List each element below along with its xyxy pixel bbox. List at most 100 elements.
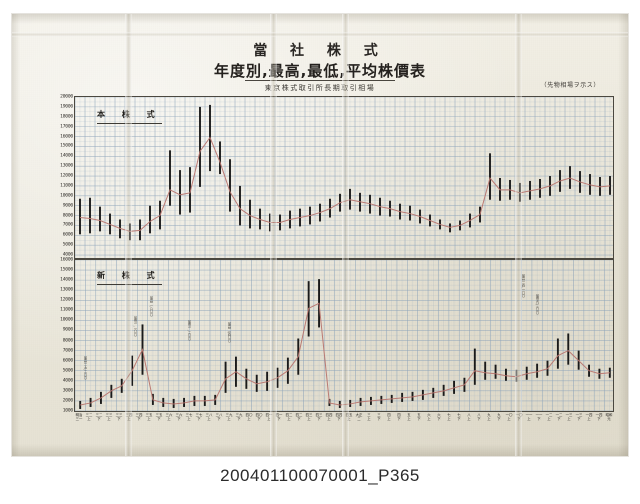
x-axis-tick-top: 一〇	[505, 413, 513, 417]
x-axis-tick-bottom: 上	[387, 417, 391, 422]
x-axis-tick: 四〇下	[256, 413, 263, 422]
x-axis-tick-top: 三五	[155, 413, 163, 417]
x-axis-tick: 四二下	[296, 413, 303, 422]
y-axis-tick-label: 16000	[60, 257, 73, 263]
x-axis-tick: 四四下	[336, 413, 343, 422]
x-axis-tick-bottom: 上	[227, 417, 231, 422]
price-basis-note: （先物相場ヲ示ス）	[540, 82, 600, 89]
x-axis-tick: 三七上	[186, 413, 193, 422]
y-axis-tick-label: 6000	[62, 232, 73, 238]
x-axis-tick-top: 四五	[345, 413, 353, 417]
x-axis-tick: 一二上	[546, 413, 553, 422]
x-axis-tick-top: 四四	[325, 413, 333, 417]
x-axis-tick-top: 四	[387, 413, 391, 417]
chart-annotation: 最低九,三〇〇	[535, 294, 539, 315]
x-axis-tick-bottom: 上	[487, 417, 491, 422]
x-axis-tick-bottom: 下	[337, 417, 341, 422]
x-axis-tick: 一一上	[526, 413, 533, 422]
x-axis-tick-top: 四一	[265, 413, 273, 417]
x-axis-tick-top: 一三	[575, 413, 583, 417]
x-axis-tick: 七下	[457, 413, 460, 422]
y-axis-tick-label: 19000	[60, 104, 73, 110]
x-axis-tick-top: 四二	[295, 413, 303, 417]
y-axis-tick-label: 17000	[60, 124, 73, 130]
x-axis-tick-bottom: 下	[557, 417, 561, 422]
y-axis-tick-label: 1000	[62, 408, 73, 414]
x-axis-tick: 三下	[377, 413, 380, 422]
x-axis-tick-top: 三七	[195, 413, 203, 417]
x-axis-tick-top: 一二	[555, 413, 563, 417]
x-axis-tick-bottom: 上	[247, 417, 251, 422]
y-axis-tick-label: 20000	[60, 94, 73, 100]
x-axis-tick-bottom: 上	[547, 417, 551, 422]
y-axis-tick-label: 12000	[60, 297, 73, 303]
x-axis-tick-bottom: 下	[237, 417, 241, 422]
paper-edge-left	[12, 14, 20, 456]
chart-annotation: 最低一,一〇〇	[133, 316, 137, 337]
y-axis-tick-label: 7000	[62, 348, 73, 354]
x-axis-tick-bottom: 下	[277, 417, 281, 422]
x-axis-tick-bottom: 上	[407, 417, 411, 422]
y-axis-tick-label: 2000	[62, 398, 73, 404]
x-axis-tick: 一四下	[596, 413, 603, 422]
x-axis-tick-bottom: 下	[317, 417, 321, 422]
x-axis-tick-bottom: 下	[257, 417, 261, 422]
x-axis-tick-top: 一一	[535, 413, 543, 417]
paper-edge-top	[12, 14, 628, 24]
x-axis-tick: 三七下	[196, 413, 203, 422]
x-axis-tick-bottom: 下	[417, 417, 421, 422]
x-axis-tick: 明治 三一	[76, 413, 83, 422]
y-axis-tick-label: 10000	[60, 193, 73, 199]
x-axis-tick: 八下	[477, 413, 480, 422]
x-axis-tick-top: 五	[417, 413, 421, 417]
y-axis-tick-label: 18000	[60, 114, 73, 120]
x-axis-tick-top: 四一	[275, 413, 283, 417]
x-axis-tick: 一二下	[556, 413, 563, 422]
x-axis-tick-bottom: 上	[327, 417, 331, 422]
x-axis-tick-top: 九	[497, 413, 501, 417]
y-axis-tick-label: 5000	[62, 368, 73, 374]
x-axis-tick-top: 三七	[185, 413, 193, 417]
x-axis-tick-bottom: 上	[167, 417, 171, 422]
x-axis-tick-top: 三九	[235, 413, 243, 417]
x-axis-tick: 三三下	[116, 413, 123, 422]
x-axis-tick-top: 三八	[215, 413, 223, 417]
x-axis-tick-top: 三三	[105, 413, 113, 417]
chart-annotation: 最高一四,一〇〇	[521, 274, 525, 298]
y-axis-tick-label: 12000	[60, 173, 73, 179]
x-axis-tick: 三五上	[146, 413, 153, 422]
x-axis-tick-top: 三	[367, 413, 371, 417]
x-axis-tick-bottom: 下	[117, 417, 121, 422]
y-axis-tick-label: 14000	[60, 277, 73, 283]
x-axis-tick: 八上	[467, 413, 470, 422]
x-axis-tick-top: 三	[377, 413, 381, 417]
x-axis-tick: 四三下	[316, 413, 323, 422]
x-axis-tick-bottom: 下	[537, 417, 541, 422]
chart-annotation: 最高二,四〇〇	[227, 322, 231, 343]
paper-fold-1	[125, 14, 132, 456]
x-axis-tick: 六下	[437, 413, 440, 422]
y-axis-tick-label: 8000	[62, 213, 73, 219]
x-axis-tick: 三五下	[156, 413, 163, 422]
x-axis-tick-bottom: 上	[447, 417, 451, 422]
x-axis-tick: 三上	[367, 413, 370, 422]
x-axis-tick-bottom: 上	[307, 417, 311, 422]
x-axis-tick-bottom: 三一	[75, 417, 83, 422]
x-axis-tick: 四一上	[266, 413, 273, 422]
x-axis-tick-bottom: 下	[457, 417, 461, 422]
x-axis-tick-top: 三五	[145, 413, 153, 417]
x-axis-tick-bottom: 下	[437, 417, 441, 422]
source-line: 東京株式取引所長期取引相場	[264, 84, 376, 92]
x-axis-tick-top: 七	[447, 413, 451, 417]
x-axis-tick-bottom: 下	[157, 417, 161, 422]
x-axis-tick-top: 七	[457, 413, 461, 417]
y-axis-tick-label: 10000	[60, 317, 73, 323]
x-axis-tick-top: 一三	[565, 413, 573, 417]
source-line-wrap: 東京株式取引所長期取引相場	[12, 79, 628, 93]
x-axis-tick-bottom: 上	[467, 417, 471, 422]
x-axis-tick: 一三上	[566, 413, 573, 422]
x-axis-tick-bottom: 上	[187, 417, 191, 422]
x-axis-tick: 一〇上	[506, 413, 513, 422]
page-subtitle: 年度別,最高,最低,平均株價表	[213, 62, 427, 80]
